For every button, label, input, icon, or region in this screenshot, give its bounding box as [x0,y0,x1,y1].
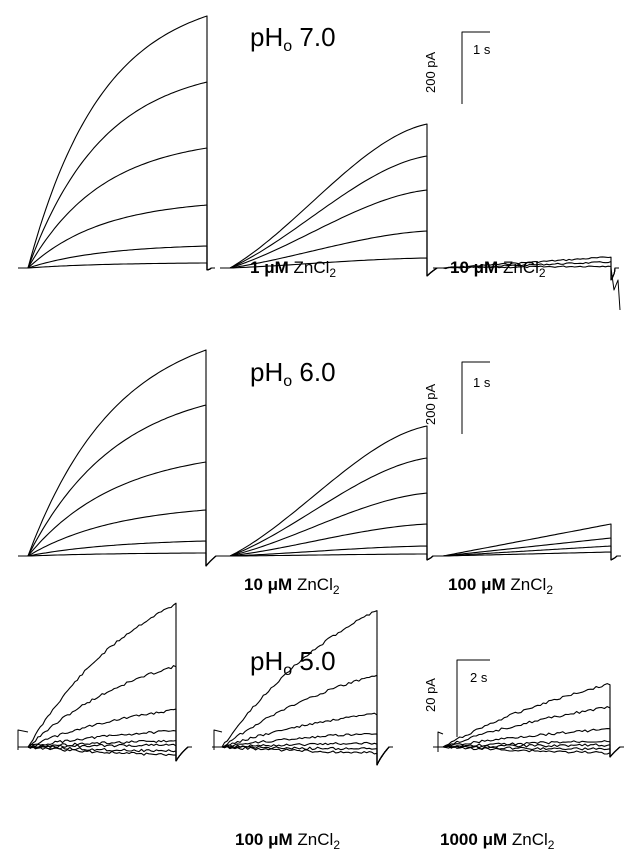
trace-panel1-control [18,262,215,271]
scale-bar-panel-3 [456,659,490,737]
trace-panel1-control [18,15,215,271]
trace-panel3-control [18,708,192,762]
trace-panel2-control [18,349,220,567]
condition-label-panel-3-middle: 100 μM ZnCl2 [235,830,340,852]
trace-panel1-control [18,204,215,271]
trace-panel2-control [18,404,220,567]
trace-panel3-control [18,745,192,762]
onset-artifact-panel3-right [437,731,444,752]
tail-artifact-panel1 [610,267,621,311]
scale-bar-panel-1 [461,31,490,104]
trace-panel2-100uM [433,523,621,561]
trace-panel1-1uM [220,123,441,277]
condition-label-panel-3-right: 1000 μM ZnCl2 [440,830,555,852]
scale-bar-current-label-panel-1: 200 pA [423,51,438,93]
trace-panel1-control [18,147,215,271]
trace-panel2-10uM [220,492,437,561]
trace-panel3-control [18,602,192,762]
trace-panel3-100uM [212,741,393,766]
trace-panel2-10uM [220,545,437,561]
trace-panel2-10uM [220,523,437,561]
trace-panel3-control [18,730,192,762]
scale-bar-panel-2 [461,361,490,434]
trace-panel3-1000uM [433,743,624,758]
scale-bar-current-label-panel-3: 20 pA [423,678,438,712]
trace-panel2-10uM [220,457,437,561]
trace-panel2-100uM [433,537,621,561]
trace-panel2-10uM [220,553,437,561]
trace-panel1-control [18,245,215,271]
trace-panel3-control [18,665,192,762]
trace-panel2-control [18,540,220,567]
trace-panel2-control [18,461,220,567]
trace-panel2-100uM [433,551,621,561]
trace-panel3-1000uM [433,745,624,758]
trace-panel3-100uM [212,745,393,766]
trace-panel2-control [18,509,220,567]
trace-panel3-100uM [212,745,393,766]
trace-panel3-1000uM [433,706,624,758]
trace-panel1-1uM [220,155,441,277]
scale-bar-time-label-panel-2: 1 s [473,375,491,390]
onset-artifact-panel3-left [17,729,29,750]
ph-label-panel-1: pHo 7.0 [250,22,336,55]
scale-bar-current-label-panel-2: 200 pA [423,383,438,425]
ph-label-panel-3: pHo 5.0 [250,646,336,679]
trace-panel2-100uM [433,545,621,561]
condition-label-panel-2-right: 100 μM ZnCl2 [448,575,553,597]
condition-label-panel-1-right: 10 μM ZnCl2 [450,258,546,280]
trace-panel2-control [18,552,220,567]
trace-panel3-100uM [212,733,393,766]
scale-bar-time-label-panel-3: 2 s [470,670,488,685]
scale-bar-time-label-panel-1: 1 s [473,42,491,57]
onset-artifact-panel3-mid [213,729,223,750]
trace-panel2-10uM [220,425,437,561]
trace-panel3-1000uM [433,683,624,758]
ph-label-panel-2: pHo 6.0 [250,357,336,390]
trace-panel1-1uM [220,230,441,277]
trace-panel1-1uM [220,189,441,277]
trace-panel3-100uM [212,674,393,766]
condition-label-panel-1-middle: 1 μM ZnCl2 [250,258,337,280]
trace-panel3-100uM [212,610,393,766]
trace-panel3-control [18,739,192,762]
trace-panel3-100uM [212,712,393,766]
trace-panel3-control [18,746,192,762]
condition-label-panel-2-middle: 10 μM ZnCl2 [244,575,340,597]
trace-panel1-1uM [220,257,441,277]
trace-panel3-1000uM [433,745,624,758]
trace-panel1-10uM [433,265,619,281]
trace-panel1-10uM [433,256,619,281]
trace-panel1-control [18,81,215,271]
trace-panel3-1000uM [433,728,624,758]
